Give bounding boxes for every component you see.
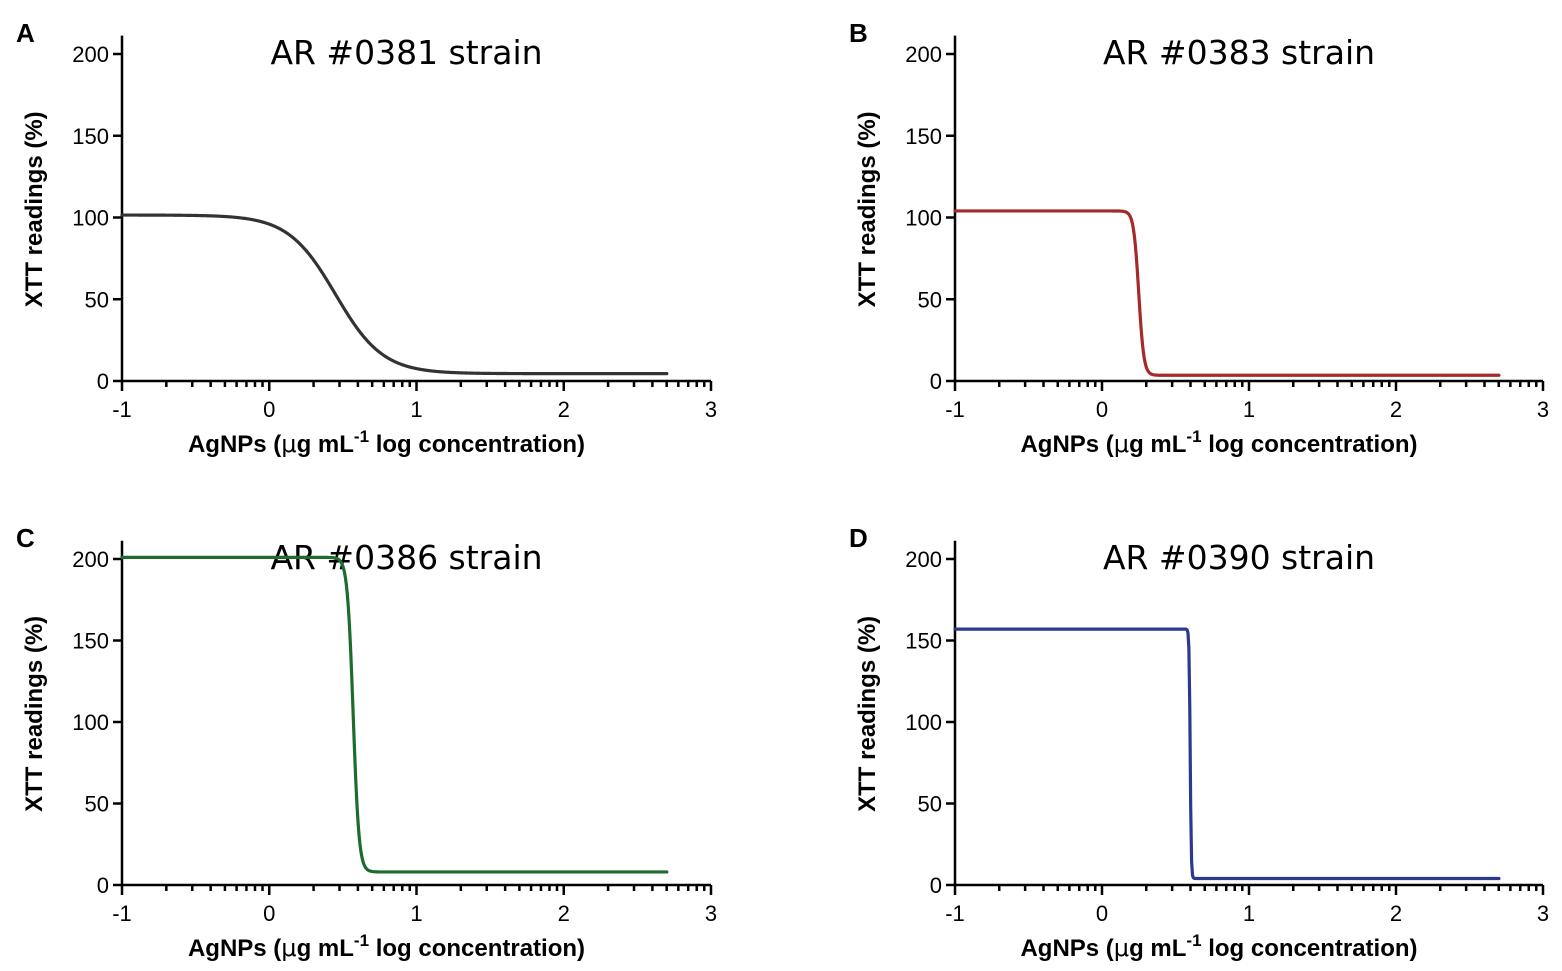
y-tick-label: 150: [905, 629, 942, 654]
x-axis-label-superscript: -1: [354, 931, 369, 950]
x-axis-label: AgNPs (μg mL-1 log concentration): [1020, 427, 1417, 458]
dose-response-curve: [953, 627, 1501, 881]
x-axis-label: AgNPs (μg mL-1 log concentration): [188, 931, 585, 962]
x-axis-label-mu: μ: [281, 430, 296, 458]
panel-letter: B: [849, 18, 868, 48]
x-tick-label: -1: [945, 901, 965, 926]
x-axis-label-part: log concentration): [369, 935, 585, 962]
x-axis-label-superscript: -1: [1186, 931, 1201, 950]
dose-response-curve: [120, 213, 669, 376]
x-axis-label: AgNPs (μg mL-1 log concentration): [1020, 931, 1417, 962]
chart-title: AR #0390 strain: [1103, 538, 1375, 577]
chart-title: AR #0381 strain: [270, 33, 542, 72]
x-tick-label: 3: [705, 397, 717, 422]
y-tick-label: 150: [72, 124, 109, 149]
dose-response-curve: [953, 209, 1501, 377]
y-tick-label: 0: [930, 873, 942, 898]
x-tick-label: 2: [1390, 397, 1402, 422]
x-axis-label-superscript: -1: [1186, 427, 1201, 446]
x-tick-label: 0: [263, 397, 275, 422]
x-axis-label: AgNPs (μg mL-1 log concentration): [188, 427, 585, 458]
y-tick-label: 100: [905, 206, 942, 231]
x-axis-label-part: g mL: [1129, 935, 1186, 962]
y-tick-label: 100: [905, 710, 942, 735]
y-tick-label: 200: [72, 42, 109, 67]
x-tick-label: 3: [1537, 397, 1549, 422]
y-axis-label: XTT readings (%): [21, 616, 48, 812]
y-tick-label: 100: [72, 710, 109, 735]
y-tick-label: 0: [97, 873, 109, 898]
y-tick-label: 50: [85, 287, 109, 312]
y-tick-label: 100: [72, 206, 109, 231]
chart-title: AR #0383 strain: [1103, 33, 1375, 72]
x-tick-label: 0: [1096, 397, 1108, 422]
x-tick-label: 1: [1243, 397, 1255, 422]
x-tick-label: 3: [705, 901, 717, 926]
x-axis-label-part: g mL: [297, 935, 354, 962]
y-tick-label: 50: [918, 287, 942, 312]
x-axis-label-part: g mL: [1129, 431, 1186, 458]
x-axis-label-part: AgNPs (: [188, 935, 281, 962]
y-tick-label: 0: [97, 369, 109, 394]
x-axis-label-part: g mL: [297, 431, 354, 458]
x-axis-label-part: AgNPs (: [1020, 431, 1113, 458]
y-axis-label: XTT readings (%): [854, 111, 881, 307]
x-tick-label: 0: [263, 901, 275, 926]
y-tick-label: 150: [905, 124, 942, 149]
x-axis-label-part: log concentration): [1202, 935, 1418, 962]
x-tick-label: 0: [1096, 901, 1108, 926]
x-tick-label: 1: [1243, 901, 1255, 926]
x-axis-label-part: AgNPs (: [1020, 935, 1113, 962]
x-tick-label: 3: [1537, 901, 1549, 926]
x-axis-label-mu: μ: [281, 934, 296, 962]
x-tick-label: 1: [410, 901, 422, 926]
x-tick-label: 2: [558, 397, 570, 422]
x-tick-label: 2: [1390, 901, 1402, 926]
x-axis-label-part: log concentration): [369, 431, 585, 458]
x-tick-label: 1: [410, 397, 422, 422]
x-tick-label: -1: [112, 397, 132, 422]
x-tick-label: 2: [558, 901, 570, 926]
y-tick-label: 0: [930, 369, 942, 394]
y-tick-label: 200: [72, 547, 109, 572]
dose-response-curve: [120, 555, 669, 874]
x-tick-label: -1: [112, 901, 132, 926]
y-tick-label: 150: [72, 629, 109, 654]
x-axis-label-mu: μ: [1114, 934, 1129, 962]
y-axis-label: XTT readings (%): [21, 111, 48, 307]
x-axis-label-part: AgNPs (: [188, 431, 281, 458]
x-axis-label-mu: μ: [1114, 430, 1129, 458]
panel-letter: C: [16, 523, 35, 553]
y-tick-label: 50: [85, 792, 109, 817]
y-tick-label: 50: [918, 792, 942, 817]
y-tick-label: 200: [905, 42, 942, 67]
y-tick-label: 200: [905, 547, 942, 572]
x-tick-label: -1: [945, 397, 965, 422]
y-axis-label: XTT readings (%): [854, 616, 881, 812]
panel-letter: D: [849, 523, 868, 553]
x-axis-label-superscript: -1: [354, 427, 369, 446]
panel-letter: A: [16, 18, 35, 48]
x-axis-label-part: log concentration): [1202, 431, 1418, 458]
